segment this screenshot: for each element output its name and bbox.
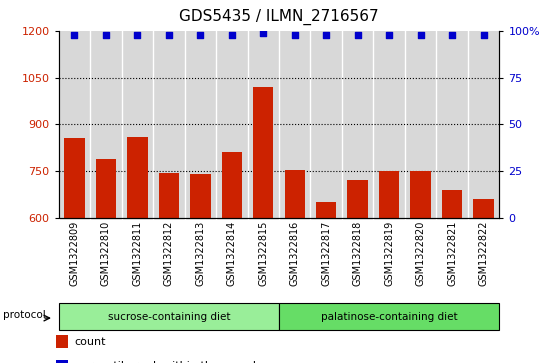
- Bar: [222, 152, 242, 218]
- Point: [448, 32, 456, 37]
- Point: [385, 32, 394, 37]
- Text: GDS5435 / ILMN_2716567: GDS5435 / ILMN_2716567: [179, 9, 379, 25]
- Point: [322, 32, 331, 37]
- Bar: [95, 159, 116, 218]
- Text: GSM1322809: GSM1322809: [69, 220, 79, 286]
- Text: GSM1322816: GSM1322816: [290, 220, 300, 286]
- Point: [416, 32, 425, 37]
- Bar: [56, 360, 68, 363]
- Point: [290, 32, 299, 37]
- Text: GSM1322817: GSM1322817: [321, 220, 331, 286]
- Bar: [127, 137, 147, 218]
- Text: GSM1322822: GSM1322822: [479, 220, 489, 286]
- Bar: [279, 303, 499, 330]
- Point: [196, 32, 205, 37]
- Text: GSM1322818: GSM1322818: [353, 220, 363, 286]
- Bar: [190, 174, 210, 218]
- Point: [259, 30, 268, 36]
- Bar: [56, 335, 68, 348]
- Bar: [411, 171, 431, 218]
- Text: GSM1322812: GSM1322812: [164, 220, 174, 286]
- Point: [102, 32, 110, 37]
- Point: [479, 32, 488, 37]
- Text: GSM1322810: GSM1322810: [101, 220, 111, 286]
- Bar: [379, 171, 400, 218]
- Text: GSM1322811: GSM1322811: [132, 220, 142, 286]
- Point: [133, 32, 142, 37]
- Bar: [442, 190, 463, 218]
- Point: [227, 32, 236, 37]
- Bar: [285, 170, 305, 218]
- Text: GSM1322820: GSM1322820: [416, 220, 426, 286]
- Bar: [253, 87, 273, 218]
- Text: GSM1322814: GSM1322814: [227, 220, 237, 286]
- Bar: [473, 199, 494, 218]
- Point: [70, 32, 79, 37]
- Bar: [316, 202, 336, 218]
- Bar: [64, 138, 85, 218]
- Point: [353, 32, 362, 37]
- Text: sucrose-containing diet: sucrose-containing diet: [108, 312, 230, 322]
- Bar: [348, 180, 368, 218]
- Text: GSM1322813: GSM1322813: [195, 220, 205, 286]
- Text: protocol: protocol: [3, 310, 46, 321]
- Text: GSM1322821: GSM1322821: [447, 220, 457, 286]
- Text: GSM1322815: GSM1322815: [258, 220, 268, 286]
- Point: [165, 32, 174, 37]
- Text: percentile rank within the sample: percentile rank within the sample: [75, 361, 262, 363]
- Text: GSM1322819: GSM1322819: [384, 220, 394, 286]
- Bar: [59, 303, 279, 330]
- Bar: [158, 173, 179, 218]
- Text: count: count: [75, 337, 106, 347]
- Text: palatinose-containing diet: palatinose-containing diet: [321, 312, 458, 322]
